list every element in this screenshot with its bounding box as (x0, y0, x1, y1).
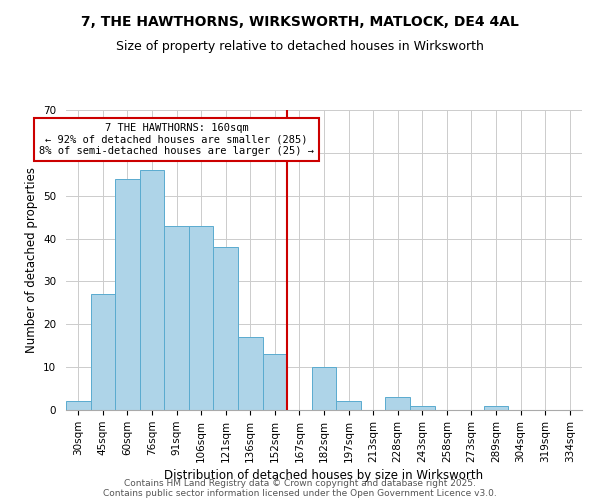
Text: 7 THE HAWTHORNS: 160sqm
← 92% of detached houses are smaller (285)
8% of semi-de: 7 THE HAWTHORNS: 160sqm ← 92% of detache… (39, 123, 314, 156)
Text: 7, THE HAWTHORNS, WIRKSWORTH, MATLOCK, DE4 4AL: 7, THE HAWTHORNS, WIRKSWORTH, MATLOCK, D… (81, 15, 519, 29)
Bar (484, 406, 508, 410)
Bar (263, 354, 287, 410)
Bar (91, 294, 115, 410)
Bar (214, 247, 238, 410)
Bar (385, 397, 410, 410)
Bar (140, 170, 164, 410)
Y-axis label: Number of detached properties: Number of detached properties (25, 167, 38, 353)
X-axis label: Distribution of detached houses by size in Wirksworth: Distribution of detached houses by size … (164, 469, 484, 482)
Text: Contains HM Land Registry data © Crown copyright and database right 2025.: Contains HM Land Registry data © Crown c… (124, 478, 476, 488)
Text: Contains public sector information licensed under the Open Government Licence v3: Contains public sector information licen… (103, 488, 497, 498)
Bar (164, 226, 189, 410)
Bar (410, 406, 434, 410)
Bar (66, 402, 91, 410)
Text: Size of property relative to detached houses in Wirksworth: Size of property relative to detached ho… (116, 40, 484, 53)
Bar (336, 402, 361, 410)
Bar (238, 337, 263, 410)
Bar (312, 367, 336, 410)
Bar (115, 178, 140, 410)
Bar (189, 226, 214, 410)
